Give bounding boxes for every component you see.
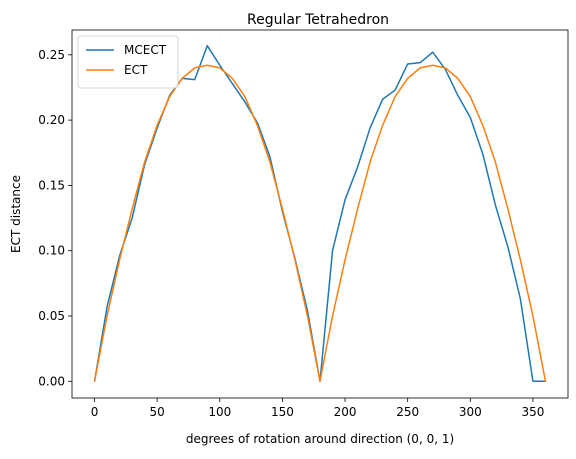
y-tick-label: 0.25 [38,48,65,62]
chart-title: Regular Tetrahedron [247,12,389,28]
x-tick-label: 200 [334,405,357,419]
legend-box [77,35,179,89]
y-tick-label: 0.00 [38,374,65,388]
y-tick-label: 0.15 [38,178,65,192]
x-tick-label: 300 [459,405,482,419]
legend-label: ECT [124,63,148,77]
series-line-ect [93,64,547,383]
axes-frame [71,29,569,399]
legend-label: MCECT [124,43,167,57]
y-axis: 0.00 0.05 0.10 0.15 0.20 0.25 [38,48,72,388]
y-tick-label: 0.05 [38,309,65,323]
x-tick-label: 150 [271,405,294,419]
x-tick-label: 50 [150,405,165,419]
y-tick-label: 0.20 [38,113,65,127]
x-tick-label: 350 [521,405,544,419]
x-tick-label: 100 [208,405,231,419]
x-axis: 0 50 100 150 200 250 300 350 [91,398,544,419]
x-tick-label: 0 [91,405,99,419]
x-tick-label: 250 [396,405,419,419]
plot-area [93,44,547,383]
y-axis-label: ECT distance [9,175,23,253]
legend: MCECT ECT [77,35,179,89]
y-tick-label: 0.10 [38,244,65,258]
x-axis-label: degrees of rotation around direction (0,… [186,432,454,446]
